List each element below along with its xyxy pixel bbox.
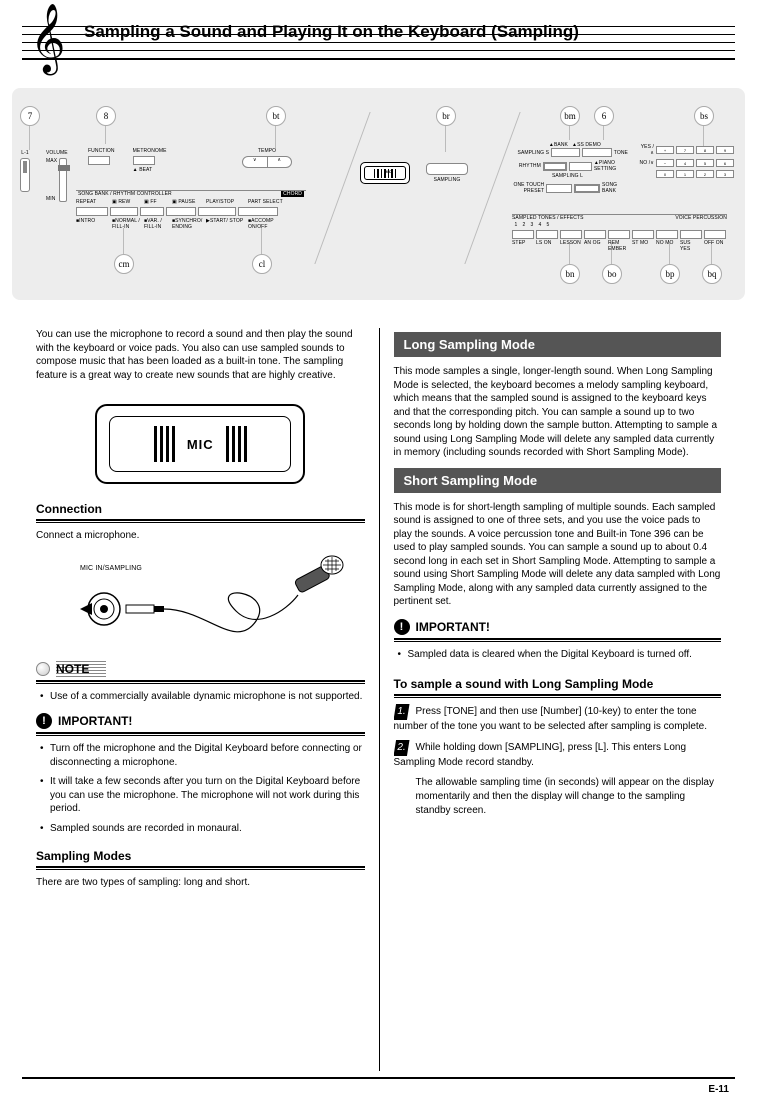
sampling-button: SAMPLING <box>426 163 468 183</box>
note-icon <box>36 662 50 676</box>
body-columns: You can use the microphone to record a s… <box>22 328 735 1071</box>
callout-bp: bp <box>660 264 680 284</box>
step-1: 1.Press [TONE] and then use [Number] (10… <box>394 704 722 734</box>
to-sample-long-heading: To sample a sound with Long Sampling Mod… <box>394 677 722 696</box>
staff-header: 𝄞 Sampling a Sound and Playing It on the… <box>22 18 735 70</box>
page-bottom-rule <box>22 1077 735 1079</box>
control-panel-diagram: 7 8 bt cl cm br bm 6 bs bn bo bp bq L-1 … <box>12 88 745 300</box>
step-2-sub: The allowable sampling time (in seconds)… <box>394 776 722 818</box>
page-number: E-11 <box>708 1084 729 1095</box>
note-heading: NOTE <box>36 661 365 682</box>
short-mode-heading: Short Sampling Mode <box>394 468 722 493</box>
treble-clef-icon: 𝄞 <box>30 8 65 68</box>
songbank-controller: SONG BANK / RHYTHM CONTROLLER CHORD REPE… <box>76 190 306 230</box>
callout-br: br <box>436 106 456 126</box>
long-mode-text: This mode samples a single, longer-lengt… <box>394 365 722 460</box>
callout-6: 6 <box>594 106 614 126</box>
callout-bm: bm <box>560 106 580 126</box>
page-title: Sampling a Sound and Playing It on the K… <box>84 22 579 42</box>
power-switch: L-1 <box>20 150 30 192</box>
callout-bo: bo <box>602 264 622 284</box>
left-column: You can use the microphone to record a s… <box>22 328 379 1071</box>
sampling-modes-heading: Sampling Modes <box>36 849 365 868</box>
short-mode-text: This mode is for short-length sampling o… <box>394 501 722 609</box>
mini-mic-icon: MIC <box>360 162 410 184</box>
callout-bt: bt <box>266 106 286 126</box>
important-heading-1: ! IMPORTANT! <box>36 713 365 734</box>
step-2: 2.While holding down [SAMPLING], press [… <box>394 740 722 770</box>
important-heading-2: ! IMPORTANT! <box>394 619 722 640</box>
important-icon: ! <box>36 713 52 729</box>
tempo-buttons: TEMPO ∨ ∧ <box>242 148 292 168</box>
important-icon: ! <box>394 619 410 635</box>
mic-jack-figure: MIC IN/SAMPLING <box>36 551 365 651</box>
connection-text: Connect a microphone. <box>36 529 365 543</box>
sampling-modes-text: There are two types of sampling: long an… <box>36 876 365 890</box>
callout-bq: bq <box>702 264 722 284</box>
important-list-2: Sampled data is cleared when the Digital… <box>398 648 722 662</box>
mic-large-illustration: MIC <box>95 404 305 484</box>
important-list-1: Turn off the microphone and the Digital … <box>40 742 365 835</box>
connection-heading: Connection <box>36 502 365 521</box>
callout-cm: cm <box>114 254 134 274</box>
callout-8: 8 <box>96 106 116 126</box>
callout-cl: cl <box>252 254 272 274</box>
callout-bs: bs <box>694 106 714 126</box>
intro-paragraph: You can use the microphone to record a s… <box>36 328 365 382</box>
note-list: Use of a commercially available dynamic … <box>40 690 365 704</box>
function-metronome: FUNCTION METRONOME ▲ BEAT <box>88 148 167 173</box>
long-mode-heading: Long Sampling Mode <box>394 332 722 357</box>
panel-center: MIC SAMPLING <box>360 162 484 184</box>
right-column: Long Sampling Mode This mode samples a s… <box>379 328 736 1071</box>
callout-7: 7 <box>20 106 40 126</box>
callout-bn: bn <box>560 264 580 284</box>
volume-slider: VOLUME MAX MIN <box>46 150 68 202</box>
